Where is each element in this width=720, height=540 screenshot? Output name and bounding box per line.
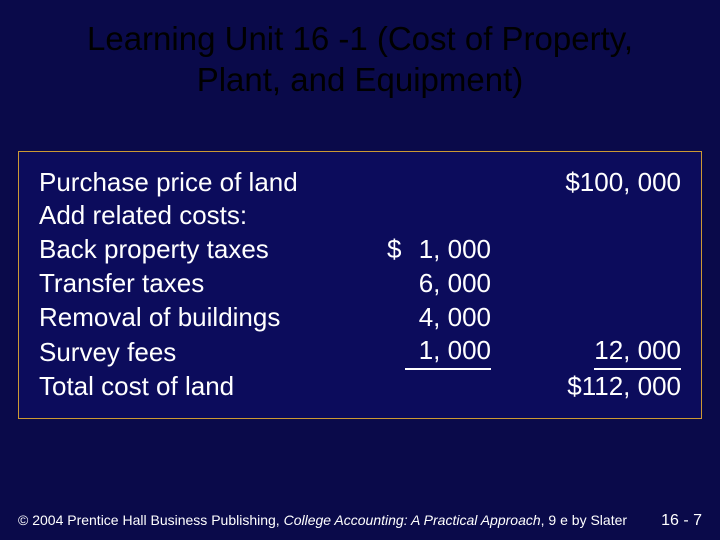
- row-mid: 1, 000: [363, 334, 493, 370]
- table-row: Removal of buildings 4, 000: [37, 301, 683, 335]
- table-row: Total cost of land $112, 000: [37, 370, 683, 404]
- dollar-sign: $: [387, 233, 405, 267]
- footer-copyright: © 2004 Prentice Hall Business Publishing…: [18, 512, 627, 528]
- cost-table: Purchase price of land $100, 000 Add rel…: [37, 166, 683, 405]
- row-label: Removal of buildings: [37, 301, 363, 335]
- row-right: $112, 000: [493, 370, 683, 404]
- row-mid: $1, 000: [363, 233, 493, 267]
- row-label: Back property taxes: [37, 233, 363, 267]
- row-label: Transfer taxes: [37, 267, 363, 301]
- row-value: 6, 000: [405, 267, 491, 301]
- content-box: Purchase price of land $100, 000 Add rel…: [18, 151, 702, 420]
- row-label: Total cost of land: [37, 370, 363, 404]
- row-right: $100, 000: [493, 166, 683, 200]
- table-row: Transfer taxes 6, 000: [37, 267, 683, 301]
- row-label: Purchase price of land: [37, 166, 363, 200]
- table-row: Back property taxes $1, 000: [37, 233, 683, 267]
- footer-text-a: © 2004 Prentice Hall Business Publishing…: [18, 512, 284, 528]
- table-row: Purchase price of land $100, 000: [37, 166, 683, 200]
- row-mid: 4, 000: [363, 301, 493, 335]
- row-value: 12, 000: [594, 334, 681, 370]
- footer-text-b: , 9 e by Slater: [541, 512, 627, 528]
- row-label: Survey fees: [37, 334, 363, 370]
- row-right: 12, 000: [493, 334, 683, 370]
- slide-title: Learning Unit 16 -1 (Cost of Property, P…: [0, 0, 720, 101]
- row-value: 1, 000: [405, 233, 491, 267]
- footer: © 2004 Prentice Hall Business Publishing…: [0, 512, 720, 530]
- page-number: 16 - 7: [661, 512, 702, 530]
- footer-text-italic: College Accounting: A Practical Approach: [284, 512, 541, 528]
- row-mid: 6, 000: [363, 267, 493, 301]
- table-row: Add related costs:: [37, 199, 683, 233]
- row-label: Add related costs:: [37, 199, 363, 233]
- row-value: 4, 000: [405, 301, 491, 335]
- row-value: 1, 000: [405, 334, 491, 370]
- row-mid: [363, 166, 493, 200]
- table-row: Survey fees 1, 000 12, 000: [37, 334, 683, 370]
